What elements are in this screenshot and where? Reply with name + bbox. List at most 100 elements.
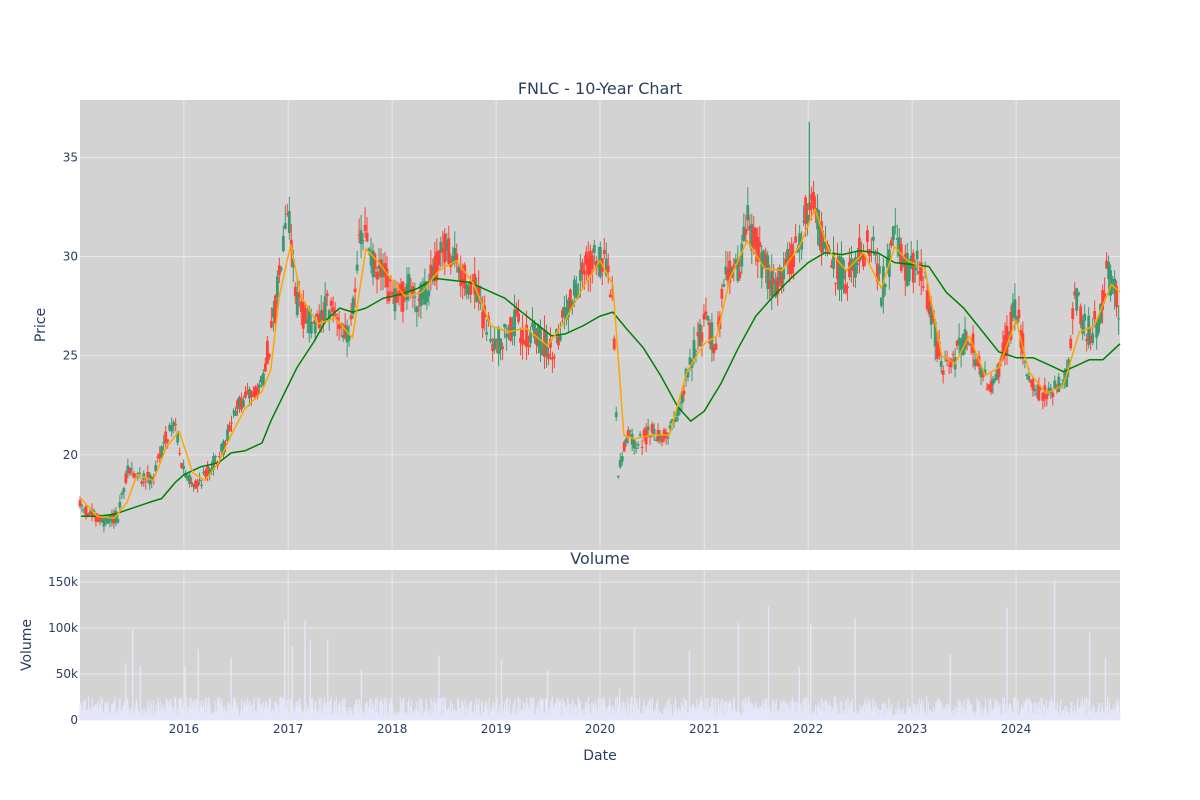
candle-up <box>497 327 501 354</box>
candle-up <box>377 265 381 269</box>
volume-bar <box>414 712 416 720</box>
candle-down <box>858 237 861 262</box>
volume-bar <box>411 710 413 720</box>
volume-bar <box>1024 703 1026 720</box>
volume-bar <box>830 712 832 720</box>
candle-up <box>877 265 881 274</box>
candle-down <box>1017 309 1021 319</box>
volume-bar <box>543 711 545 720</box>
volume-bar <box>998 705 1000 720</box>
volume-bar <box>326 703 328 720</box>
candle-down <box>772 278 776 284</box>
volume-bar <box>677 707 679 720</box>
candle-down <box>987 384 991 390</box>
volume-bar <box>102 711 104 720</box>
candle-down <box>331 307 335 312</box>
volume-bar <box>800 714 802 720</box>
volume-bar <box>961 706 964 720</box>
volume-bar <box>481 702 483 720</box>
volume-bar <box>397 711 399 720</box>
volume-bar <box>459 708 461 720</box>
candle-down <box>812 192 815 209</box>
candle-up <box>341 335 345 338</box>
volume-bar <box>708 710 710 720</box>
volume-bar <box>406 711 408 720</box>
candle-up <box>172 422 176 426</box>
volume-bar <box>1102 712 1105 720</box>
volume-bar <box>744 703 746 720</box>
candle-up <box>774 280 778 297</box>
volume-bar <box>1113 704 1115 720</box>
candle-down <box>321 309 325 321</box>
volume-bar <box>434 703 436 720</box>
volume-bar <box>816 707 818 720</box>
volume-bar <box>824 699 826 720</box>
volume-bar <box>158 709 161 720</box>
volume-bar <box>176 708 178 720</box>
volume-bar <box>567 697 569 720</box>
volume-bar <box>1002 704 1005 720</box>
volume-bar <box>365 703 367 720</box>
candle-up <box>706 315 710 321</box>
volume-bar <box>970 704 972 720</box>
volume-bar <box>466 715 468 720</box>
volume-bar <box>231 711 233 720</box>
volume-bar <box>322 713 324 720</box>
volume-bar <box>305 711 307 720</box>
volume-bar <box>489 710 491 720</box>
volume-bar <box>1078 708 1080 720</box>
candle-up <box>220 444 223 452</box>
volume-bar <box>632 711 634 720</box>
volume-bar <box>291 646 293 720</box>
volume-bar <box>171 709 173 720</box>
candle-up <box>1091 333 1095 344</box>
volume-bar <box>726 710 729 720</box>
volume-bar <box>667 700 669 720</box>
candle-down <box>523 340 526 344</box>
volume-bar <box>244 700 246 720</box>
volume-bar <box>293 712 296 720</box>
candle-up <box>893 225 897 227</box>
volume-bar <box>1040 697 1042 720</box>
volume-bar <box>749 705 751 720</box>
volume-bar <box>597 697 600 720</box>
volume-bar <box>1077 698 1079 720</box>
volume-bar <box>296 706 298 720</box>
volume-bar <box>267 708 269 720</box>
volume-bar <box>885 704 887 720</box>
volume-bar <box>398 713 400 720</box>
volume-bar <box>167 704 169 720</box>
volume-bar <box>508 711 510 720</box>
volume-bar <box>86 709 88 720</box>
candle-up <box>555 329 558 334</box>
candle-down <box>1029 380 1033 384</box>
volume-bar <box>504 702 506 720</box>
volume-bar <box>375 711 378 720</box>
volume-bar <box>210 711 212 720</box>
candle-down <box>919 262 923 281</box>
volume-bar <box>733 698 736 720</box>
volume-bar <box>392 712 395 720</box>
candle-down <box>1003 335 1007 356</box>
volume-bar <box>1113 714 1116 720</box>
volume-bar <box>219 702 221 720</box>
volume-bar <box>281 700 284 720</box>
candle-down <box>594 261 598 268</box>
candle-up <box>750 224 754 251</box>
volume-bar <box>583 707 585 720</box>
volume-bar <box>288 714 290 720</box>
volume-bar <box>893 714 895 720</box>
volume-bar <box>130 709 132 720</box>
volume-bar <box>413 710 415 720</box>
candle-up <box>104 518 108 521</box>
volume-bar <box>472 711 474 720</box>
volume-bar <box>1055 709 1058 720</box>
volume-bar <box>904 713 906 720</box>
volume-bar <box>1083 704 1085 720</box>
volume-bar <box>558 702 560 720</box>
volume-bar <box>742 713 744 720</box>
volume-bar <box>418 699 420 720</box>
volume-bar <box>1050 696 1052 720</box>
volume-bar <box>504 709 507 720</box>
volume-bar <box>148 708 150 720</box>
